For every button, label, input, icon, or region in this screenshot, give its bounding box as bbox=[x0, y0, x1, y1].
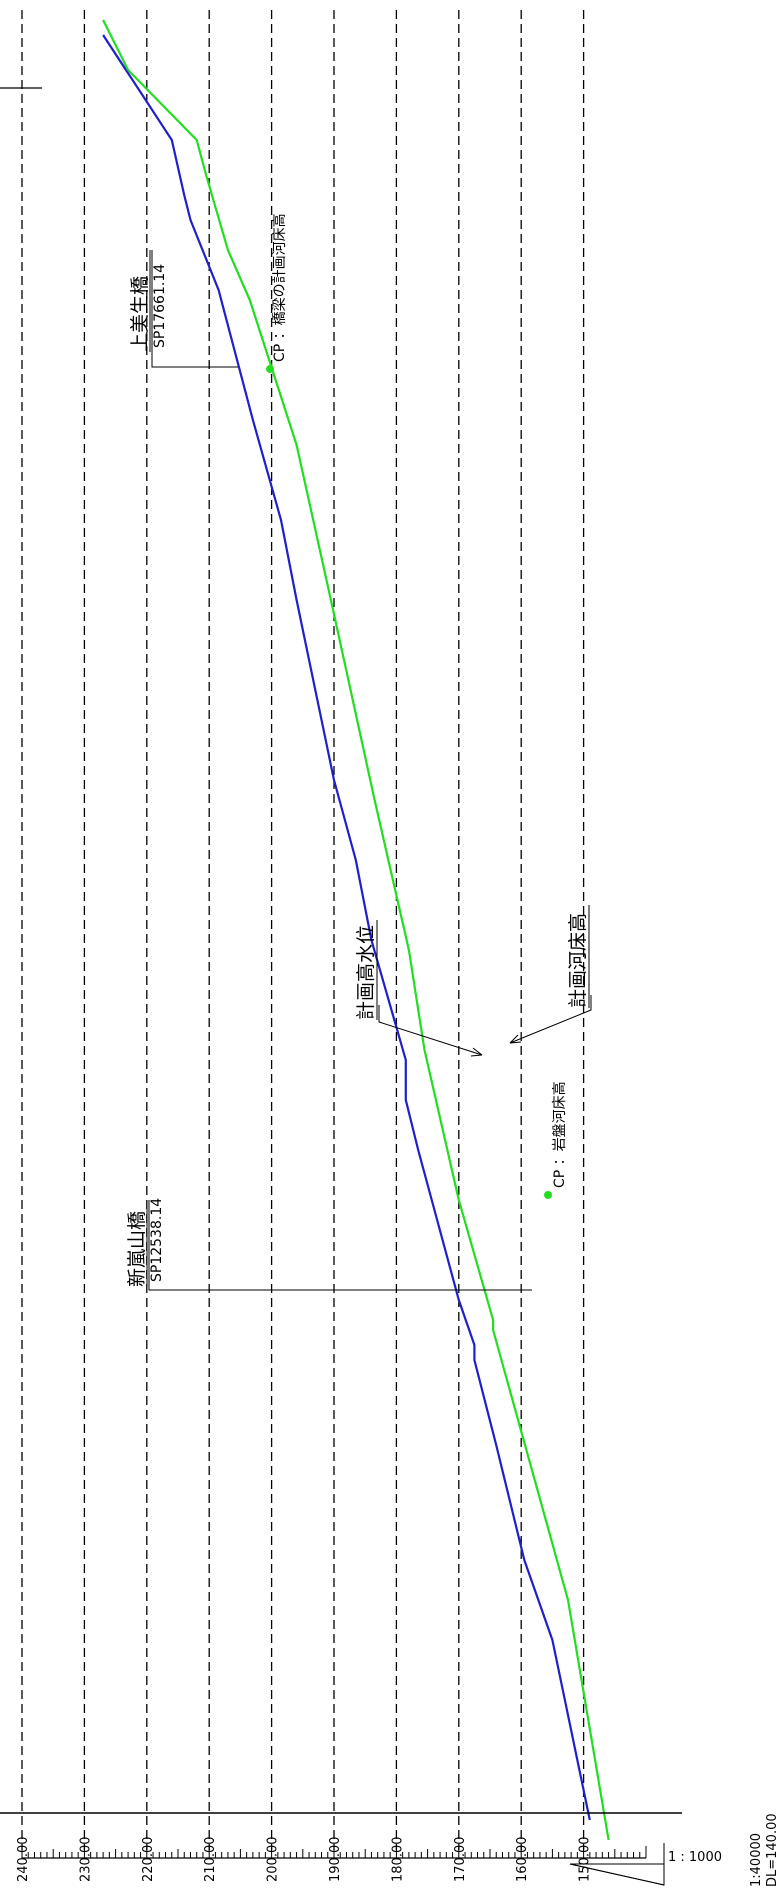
y-tick-label: 150.00 bbox=[578, 1837, 593, 1883]
y-tick-label: 190.00 bbox=[328, 1837, 343, 1883]
water-level-leader bbox=[378, 1005, 483, 1056]
bed-level-leader bbox=[509, 995, 592, 1044]
bridge-leader-top bbox=[151, 250, 238, 368]
bed-level-text: 計画河床高 bbox=[567, 913, 589, 1008]
water-level-arrow bbox=[470, 1047, 483, 1057]
water-level-label: 計画高水位 bbox=[355, 920, 483, 1057]
cp-label-bottom: CP ：岩盤河床高 bbox=[551, 1081, 568, 1188]
bed-level-label: 計画河床高 bbox=[509, 905, 592, 1044]
y-tick-label: 210.00 bbox=[203, 1837, 218, 1883]
scale-diagonal bbox=[569, 1863, 665, 1886]
scale-box: 1 : 1000 1:40000 DL=140.00 bbox=[569, 1813, 779, 1887]
y-tick-label: 160.00 bbox=[515, 1837, 530, 1883]
scale-datum: DL=140.00 bbox=[765, 1813, 779, 1887]
scale-horizontal: 1 : 1000 bbox=[668, 1850, 722, 1865]
cp-point-bottom bbox=[544, 1191, 552, 1199]
cp-point-top bbox=[266, 365, 274, 373]
bridge-name-bottom: 新嵐山橋 bbox=[126, 1211, 148, 1287]
y-tick-label: 200.00 bbox=[266, 1837, 281, 1883]
bed-level-arrow bbox=[509, 1034, 522, 1044]
y-tick-label: 240.00 bbox=[16, 1837, 31, 1883]
bridge-label-bottom: 新嵐山橋 SP12538.14 bbox=[126, 1198, 532, 1291]
water-level-text: 計画高水位 bbox=[355, 925, 377, 1020]
elevation-axis: 240.00 230.00 220.00 210.00 200.00 190.00 180.… bbox=[16, 1837, 647, 1883]
bridge-leader-bottom bbox=[148, 1200, 532, 1291]
series-line-0 bbox=[102, 34, 591, 1821]
grid-lines bbox=[21, 10, 585, 1850]
scale-vertical: 1:40000 bbox=[749, 1833, 764, 1887]
annotations: 上美生橋 SP17661.14 新嵐山橋 SP12538.14 CP ：橋梁の計… bbox=[0, 87, 779, 1887]
y-tick-label: 220.00 bbox=[141, 1837, 156, 1883]
bridge-sp-bottom: SP12538.14 bbox=[149, 1198, 165, 1282]
bridge-sp-top: SP17661.14 bbox=[152, 264, 168, 348]
y-tick-label: 230.00 bbox=[78, 1837, 93, 1883]
cp-label-top: CP ：橋梁の計画河床高 bbox=[271, 213, 288, 362]
y-tick-label: 180.00 bbox=[390, 1837, 405, 1883]
bridge-name-top: 上美生橋 bbox=[129, 276, 151, 352]
bridge-label-top: 上美生橋 SP17661.14 bbox=[129, 250, 238, 368]
y-tick-label: 170.00 bbox=[453, 1837, 468, 1883]
series-line-1 bbox=[102, 19, 610, 1841]
series-lines bbox=[102, 19, 610, 1841]
